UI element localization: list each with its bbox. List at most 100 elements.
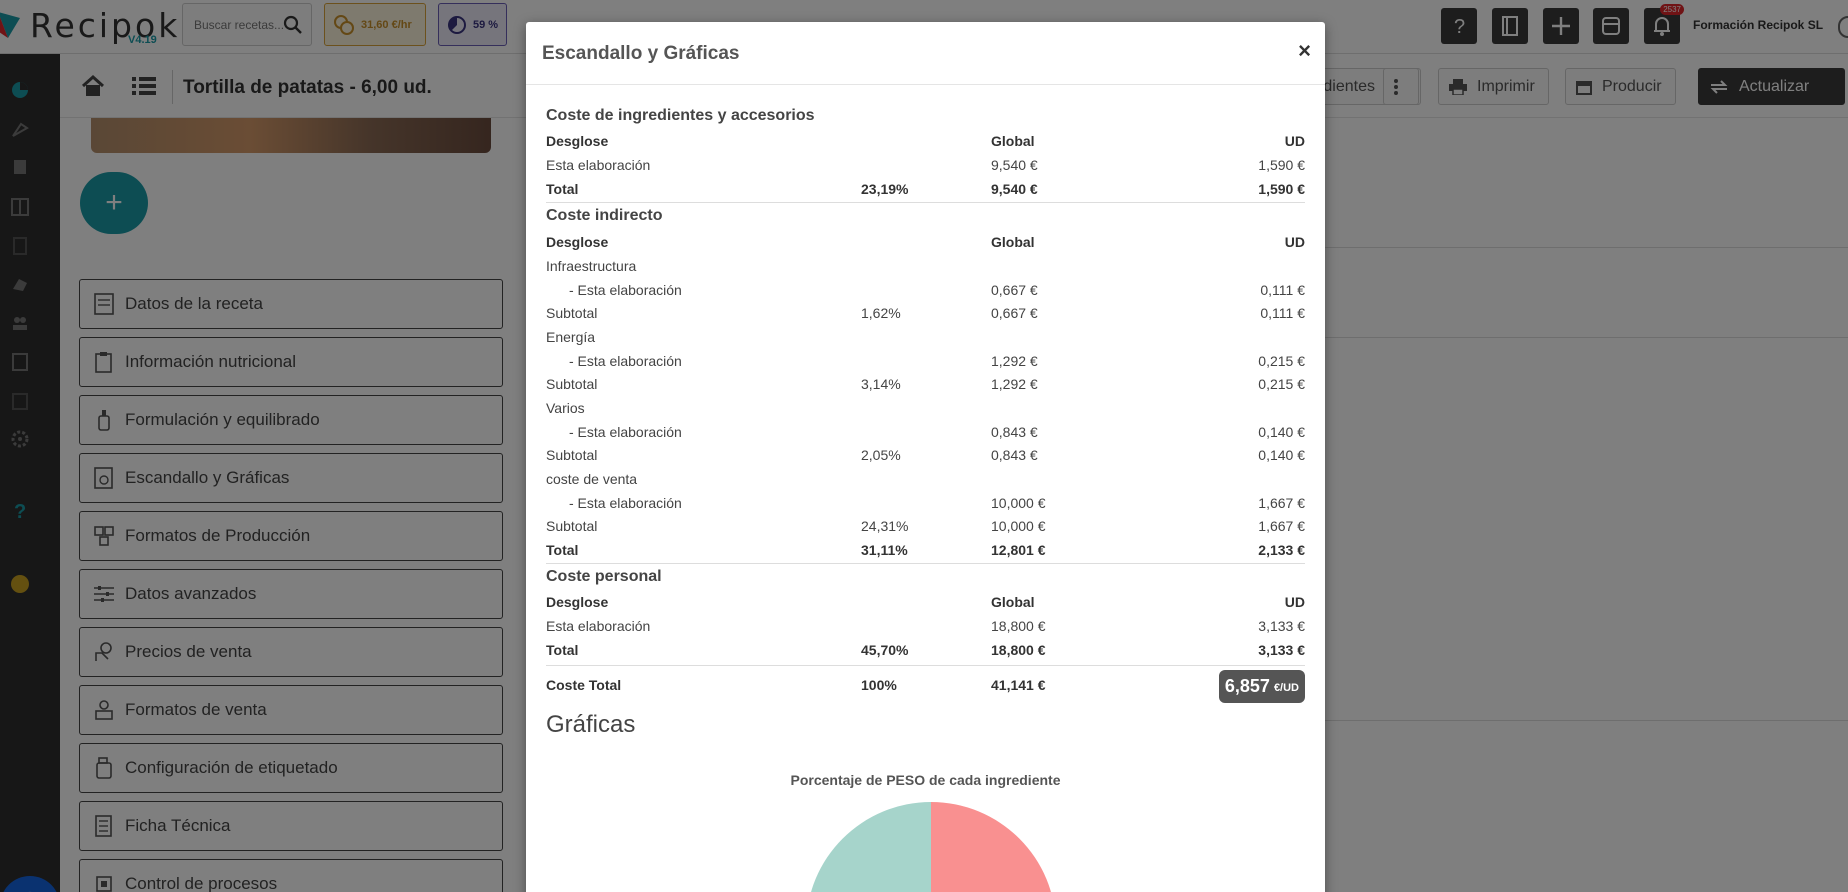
row-global: 0,843 €	[991, 447, 1038, 463]
row-label: Subtotal	[546, 305, 598, 321]
col-global: Global	[991, 594, 1035, 610]
row-label: Total	[546, 181, 579, 197]
table-row: - Esta elaboración 1,292 € 0,215 €	[546, 353, 1305, 373]
indirect-cost-title: Coste indirecto	[546, 207, 663, 224]
row-ud: 0,215 €	[1258, 353, 1305, 369]
subtotal-row: Subtotal 2,05% 0,843 € 0,140 €	[546, 447, 1305, 467]
col-desglose: Desglose	[546, 133, 609, 149]
row-label: Esta elaboración	[546, 618, 651, 634]
row-global: 9,540 €	[991, 181, 1038, 197]
row-label: Esta elaboración	[546, 157, 651, 173]
table-row: Esta elaboración 18,800 € 3,133 €	[546, 618, 1305, 638]
row-ud: 0,111 €	[1260, 282, 1305, 298]
row-global: 18,800 €	[991, 618, 1046, 634]
group-name-row: Infraestructura	[546, 258, 1305, 278]
subtotal-row: Subtotal 24,31% 10,000 € 1,667 €	[546, 518, 1305, 538]
row-global: 0,667 €	[991, 282, 1038, 298]
pie-slice-left[interactable]	[806, 802, 931, 892]
row-pct: 1,62%	[861, 305, 901, 321]
row-pct: 24,31%	[861, 518, 909, 534]
row-label: - Esta elaboración	[569, 353, 682, 369]
subtotal-row: Subtotal 3,14% 1,292 € 0,215 €	[546, 376, 1305, 396]
ingredients-header-row: Desglose Global UD	[546, 133, 1305, 153]
row-global: 10,000 €	[991, 518, 1046, 534]
row-label: Subtotal	[546, 518, 598, 534]
row-global: 12,801 €	[991, 542, 1046, 558]
group-name-row: Energía	[546, 329, 1305, 349]
charts-title: Gráficas	[546, 711, 636, 738]
total-row: Total 31,11% 12,801 € 2,133 €	[546, 542, 1305, 562]
row-label: Total	[546, 542, 579, 558]
personal-cost-title: Coste personal	[546, 568, 662, 585]
pie-slice-right[interactable]	[931, 802, 1056, 892]
col-desglose: Desglose	[546, 234, 609, 250]
row-ud: 1,590 €	[1258, 157, 1305, 173]
section-divider	[546, 665, 1305, 666]
row-ud: 1,667 €	[1258, 495, 1305, 511]
unit-cost-badge: 6,857 €/UD	[1218, 670, 1305, 703]
group-name: Infraestructura	[546, 258, 637, 274]
row-ud: 0,111 €	[1260, 305, 1305, 321]
row-global: 0,667 €	[991, 305, 1038, 321]
row-pct: 2,05%	[861, 447, 901, 463]
weight-pie-chart	[806, 802, 1056, 892]
row-label: - Esta elaboración	[569, 495, 682, 511]
row-ud: 0,140 €	[1258, 447, 1305, 463]
row-ud: 1,667 €	[1258, 518, 1305, 534]
row-label: - Esta elaboración	[569, 424, 682, 440]
table-row: - Esta elaboración 0,667 € 0,111 €	[546, 282, 1305, 302]
row-ud: 3,133 €	[1258, 642, 1305, 658]
costing-modal: Escandallo y Gráficas × Coste de ingredi…	[526, 22, 1325, 892]
indirect-header-row: Desglose Global UD	[546, 234, 1305, 254]
subtotal-row: Subtotal 1,62% 0,667 € 0,111 €	[546, 305, 1305, 325]
modal-title: Escandallo y Gráficas	[542, 43, 740, 64]
unit-cost-value: 6,857	[1224, 676, 1270, 696]
col-global: Global	[991, 133, 1035, 149]
group-name-row: Varios	[546, 400, 1305, 420]
grand-total-label: Coste Total	[546, 677, 622, 693]
row-ud: 1,590 €	[1258, 181, 1305, 197]
col-global: Global	[991, 234, 1035, 250]
total-row: Total 23,19% 9,540 € 1,590 €	[546, 181, 1305, 201]
row-ud: 0,215 €	[1258, 376, 1305, 392]
grand-total-pct: 100%	[861, 677, 897, 693]
row-global: 18,800 €	[991, 642, 1046, 658]
row-pct: 3,14%	[861, 376, 901, 392]
col-ud: UD	[1284, 234, 1305, 250]
row-global: 1,292 €	[991, 353, 1038, 369]
row-ud: 2,133 €	[1258, 542, 1305, 558]
col-ud: UD	[1284, 133, 1305, 149]
row-global: 10,000 €	[991, 495, 1046, 511]
row-label: - Esta elaboración	[569, 282, 682, 298]
group-name: Varios	[546, 400, 585, 416]
row-label: Subtotal	[546, 447, 598, 463]
col-desglose: Desglose	[546, 594, 609, 610]
chart-title: Porcentaje de PESO de cada ingrediente	[790, 772, 1061, 788]
unit-cost-unit: €/UD	[1273, 682, 1299, 694]
table-row: - Esta elaboración 0,843 € 0,140 €	[546, 424, 1305, 444]
table-row: - Esta elaboración 10,000 € 1,667 €	[546, 495, 1305, 515]
close-icon[interactable]: ×	[1298, 38, 1311, 63]
group-name-row: coste de venta	[546, 471, 1305, 491]
row-label: Total	[546, 642, 579, 658]
row-pct: 45,70%	[861, 642, 909, 658]
table-row: Esta elaboración 9,540 € 1,590 €	[546, 157, 1305, 177]
modal-header: Escandallo y Gráficas ×	[526, 22, 1325, 85]
row-pct: 31,11%	[861, 542, 908, 558]
row-global: 0,843 €	[991, 424, 1038, 440]
row-pct: 23,19%	[861, 181, 909, 197]
group-name: Energía	[546, 329, 596, 345]
grand-total-row: Coste Total 100% 41,141 €	[546, 677, 1305, 697]
row-ud: 0,140 €	[1258, 424, 1305, 440]
col-ud: UD	[1284, 594, 1305, 610]
row-label: Subtotal	[546, 376, 598, 392]
total-row: Total 45,70% 18,800 € 3,133 €	[546, 642, 1305, 662]
section-divider	[546, 202, 1305, 203]
grand-total-global: 41,141 €	[991, 677, 1046, 693]
section-divider	[546, 563, 1305, 564]
ingredients-cost-title: Coste de ingredientes y accesorios	[546, 107, 815, 124]
group-name: coste de venta	[546, 471, 638, 487]
row-global: 9,540 €	[991, 157, 1038, 173]
row-ud: 3,133 €	[1258, 618, 1305, 634]
row-global: 1,292 €	[991, 376, 1038, 392]
